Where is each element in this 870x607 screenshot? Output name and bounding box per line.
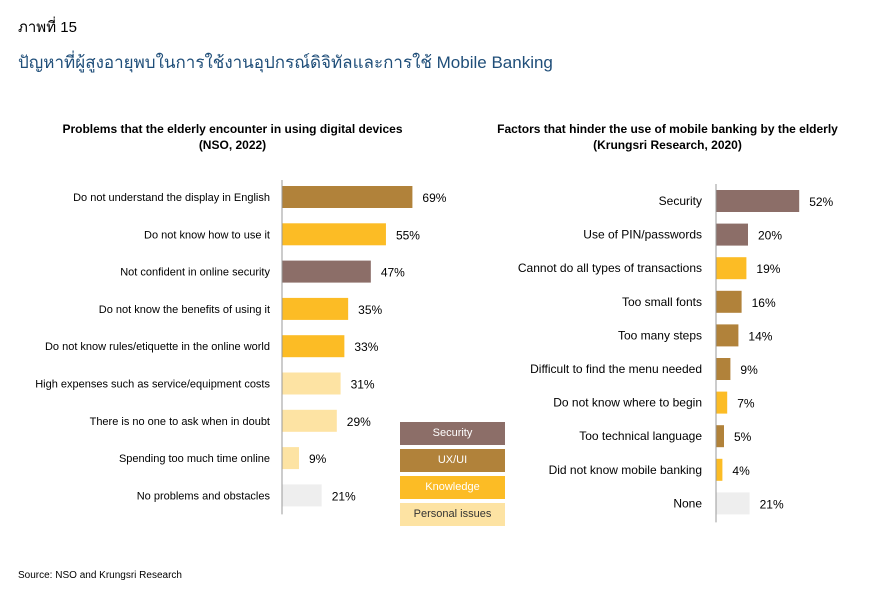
right-value-label-2: 20%	[758, 229, 782, 243]
right-category-label-8: Too technical language	[579, 429, 702, 443]
left-category-label-8: Spending too much time online	[119, 453, 270, 465]
right-category-label-10: None	[673, 496, 702, 510]
right-chart-subtitle: (Krungsri Research, 2020)	[593, 138, 742, 152]
right-bar-2	[716, 223, 748, 246]
left-value-label-1: 69%	[422, 191, 446, 205]
right-bar-8	[716, 425, 724, 448]
left-category-label-2: Do not know how to use it	[144, 229, 270, 241]
legend-label-security: Security	[432, 427, 473, 439]
right-bar-7	[716, 391, 728, 414]
left-category-label-6: High expenses such as service/equipment …	[35, 379, 270, 391]
right-value-label-7: 7%	[737, 397, 755, 411]
right-value-label-3: 19%	[756, 262, 780, 276]
right-value-label-5: 14%	[748, 329, 772, 343]
left-value-label-8: 9%	[309, 452, 327, 466]
left-bar-9	[282, 484, 322, 507]
right-category-label-6: Difficult to find the menu needed	[530, 362, 702, 376]
figure-label: ภาพที่ 15	[18, 19, 77, 36]
left-value-label-4: 35%	[358, 303, 382, 317]
left-bar-5	[282, 335, 345, 358]
right-category-label-4: Too small fonts	[622, 295, 702, 309]
left-value-label-9: 21%	[332, 489, 356, 503]
left-value-label-5: 33%	[354, 340, 378, 354]
legend-label-personal-issues: Personal issues	[413, 508, 492, 520]
left-value-label-6: 31%	[351, 378, 375, 392]
left-category-label-9: No problems and obstacles	[137, 490, 271, 502]
source-note: Source: NSO and Krungsri Research	[18, 570, 182, 581]
right-category-label-7: Do not know where to begin	[553, 396, 702, 410]
right-category-label-2: Use of PIN/passwords	[583, 228, 702, 242]
left-category-label-7: There is no one to ask when in doubt	[90, 416, 270, 428]
left-category-label-4: Do not know the benefits of using it	[99, 304, 270, 316]
left-bar-1	[282, 186, 413, 208]
right-bar-6	[716, 358, 731, 380]
left-chart-subtitle: (NSO, 2022)	[198, 138, 267, 152]
right-chart-title-block: Factors that hinder the use of mobile ba…	[470, 121, 865, 153]
right-value-label-4: 16%	[752, 296, 776, 310]
legend-item-security: Security	[400, 422, 505, 445]
right-category-label-3: Cannot do all types of transactions	[518, 261, 702, 275]
right-category-label-5: Too many steps	[618, 328, 702, 342]
right-category-label-9: Did not know mobile banking	[549, 463, 702, 477]
left-category-label-3: Not confident in online security	[120, 267, 270, 279]
left-chart-title-block: Problems that the elderly encounter in u…	[20, 121, 445, 153]
legend-item-personal-issues: Personal issues	[400, 503, 505, 526]
legend-item-ux-ui: UX/UI	[400, 449, 505, 472]
right-bar-4	[716, 290, 742, 313]
figure-title: ปัญหาที่ผู้สูงอายุพบในการใช้งานอุปกรณ์ดิ…	[18, 53, 553, 72]
legend-label-knowledge: Knowledge	[425, 481, 480, 493]
right-value-label-10: 21%	[760, 497, 784, 511]
left-value-label-2: 55%	[396, 228, 420, 242]
left-value-label-3: 47%	[381, 266, 405, 280]
left-bar-7	[282, 409, 337, 432]
right-value-label-1: 52%	[809, 195, 833, 209]
right-category-label-1: Security	[659, 194, 702, 208]
left-bar-6	[282, 372, 341, 395]
right-chart-title: Factors that hinder the use of mobile ba…	[497, 122, 838, 136]
right-bar-3	[716, 257, 747, 280]
left-bar-8	[282, 447, 300, 470]
right-bar-1	[716, 190, 800, 212]
right-bar-9	[716, 458, 723, 481]
right-value-label-9: 4%	[732, 464, 750, 478]
right-value-label-6: 9%	[740, 363, 758, 377]
legend-item-knowledge: Knowledge	[400, 476, 505, 499]
left-bar-3	[282, 260, 371, 283]
right-value-label-8: 5%	[734, 430, 752, 444]
left-bar-4	[282, 297, 349, 320]
legend: Security UX/UI Knowledge Personal issues	[400, 422, 505, 530]
legend-label-ux-ui: UX/UI	[437, 454, 468, 466]
left-category-label-5: Do not know rules/etiquette in the onlin…	[45, 341, 270, 353]
left-value-label-7: 29%	[347, 415, 371, 429]
right-bar-10	[716, 492, 750, 515]
left-chart-title: Problems that the elderly encounter in u…	[62, 122, 403, 136]
left-category-label-1: Do not understand the display in English	[73, 192, 270, 204]
right-bar-5	[716, 324, 739, 347]
left-bar-2	[282, 223, 386, 246]
